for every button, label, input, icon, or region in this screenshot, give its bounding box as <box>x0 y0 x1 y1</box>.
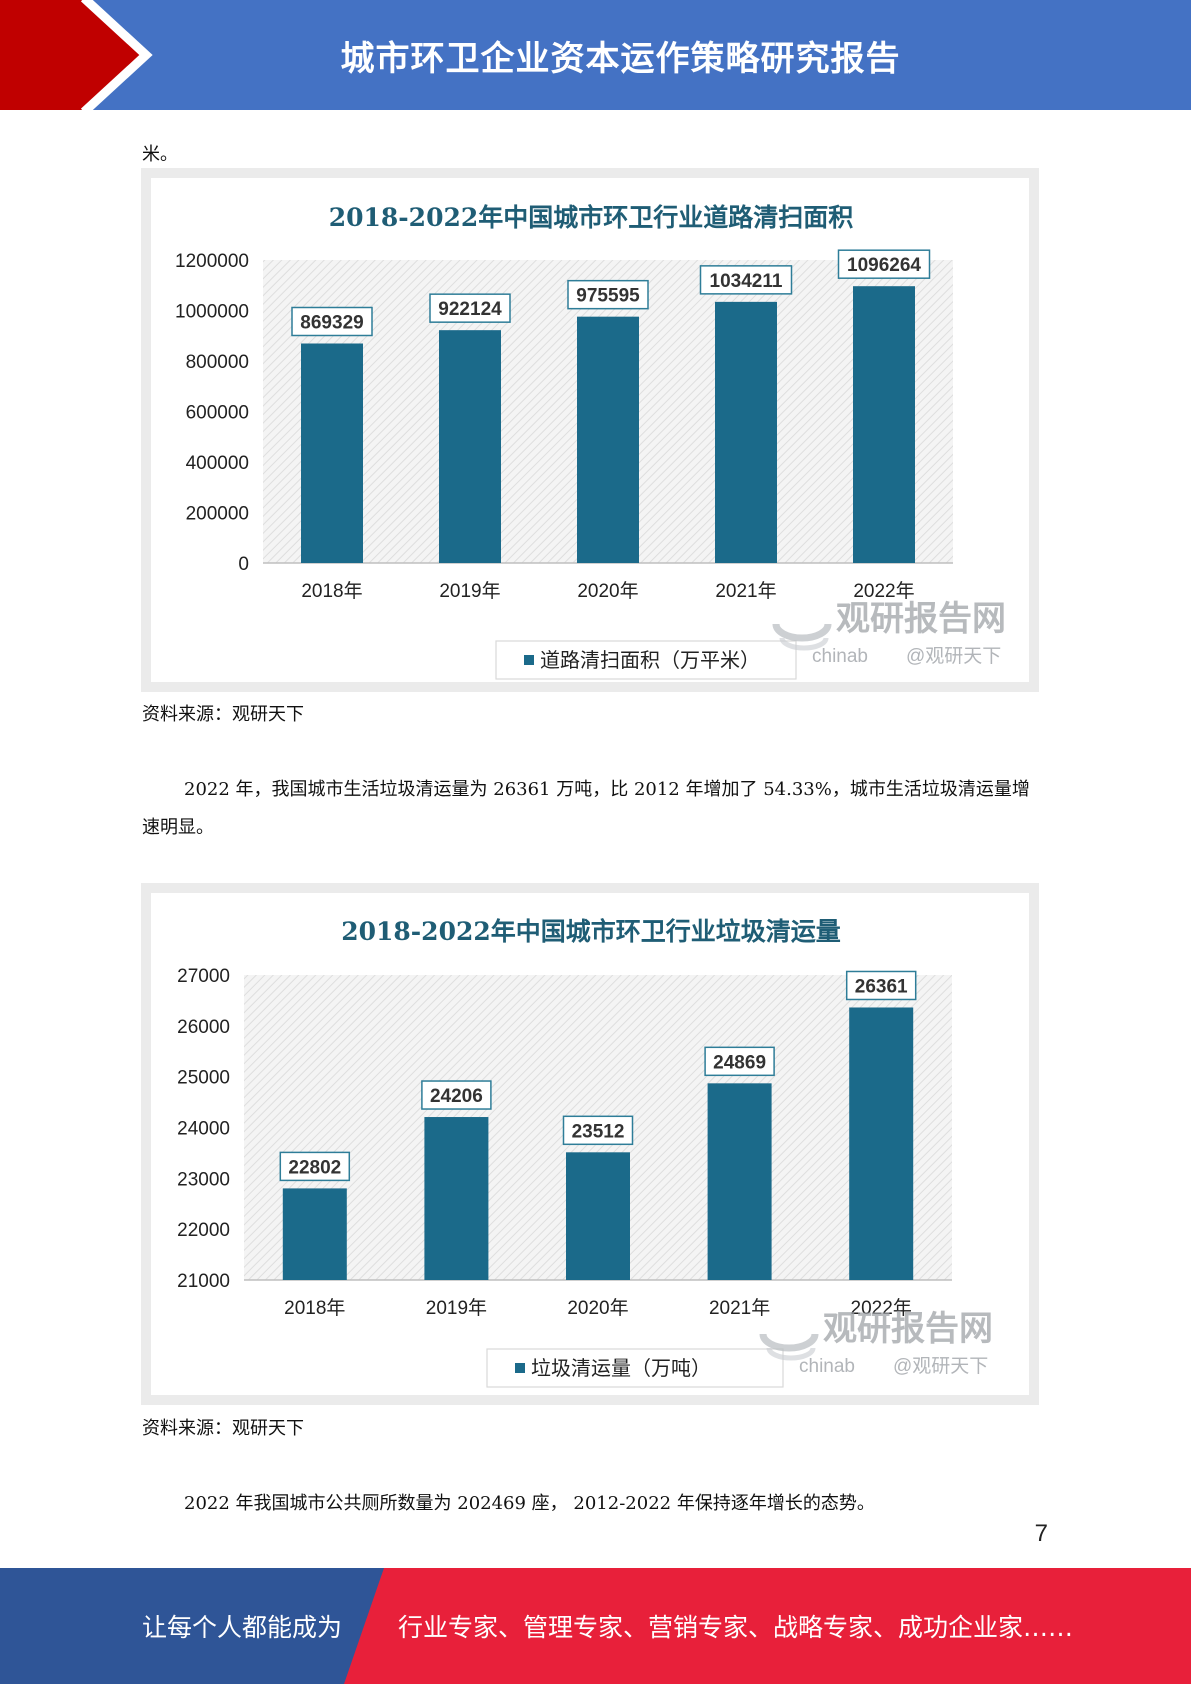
footer-background <box>0 1568 1191 1684</box>
bar <box>439 330 501 563</box>
bar <box>707 1083 772 1280</box>
watermark-brand: 观研报告网 <box>823 1309 993 1349</box>
x-tick-label: 2019年 <box>426 1297 487 1319</box>
watermark-swirl-icon <box>759 1333 819 1352</box>
y-tick-label: 21000 <box>177 1271 230 1292</box>
data-label-box <box>567 279 649 310</box>
y-tick-label: 800000 <box>186 352 249 373</box>
y-tick-label: 600000 <box>186 403 249 424</box>
data-label: 1096264 <box>847 255 921 276</box>
x-tick-label: 2021年 <box>709 1297 770 1319</box>
legend-label: 道路清扫面积（万平米） <box>540 649 760 672</box>
y-tick-label: 23000 <box>177 1169 230 1190</box>
y-tick-label: 22000 <box>177 1220 230 1241</box>
data-label-box <box>279 1151 351 1182</box>
y-tick-label: 1200000 <box>175 251 249 272</box>
watermark-site: chinab <box>812 646 868 667</box>
report-title: 城市环卫企业资本运作策略研究报告 <box>340 38 901 79</box>
paragraph-public-toilets: 2022 年我国城市公共厕所数量为 202469 座， 2012-2022 年保… <box>184 1493 875 1514</box>
y-tick-label: 1000000 <box>175 302 249 323</box>
y-tick-label: 27000 <box>177 966 230 987</box>
data-label: 22802 <box>288 1157 341 1178</box>
x-tick-label: 2022年 <box>851 1297 912 1319</box>
paragraph-garbage-volume: 2022 年，我国城市生活垃圾清运量为 26361 万吨，比 2012 年增加了… <box>142 779 1030 838</box>
data-label-box <box>429 293 511 323</box>
watermark-handle: @观研天下 <box>893 1356 988 1377</box>
chart-title: 2018-2022年中国城市环卫行业道路清扫面积 <box>329 203 854 232</box>
chart1-source: 资料来源：观研天下 <box>142 704 304 725</box>
chart2-source: 资料来源：观研天下 <box>142 1418 304 1439</box>
chart-garbage-volume: 2018-2022年中国城市环卫行业垃圾清运量 21000 22000 23000 24… <box>141 883 1039 1405</box>
data-label: 1034211 <box>710 271 783 292</box>
bar <box>282 1188 347 1280</box>
bar <box>853 286 915 563</box>
data-label-box <box>291 306 373 337</box>
data-label-box <box>704 1046 775 1077</box>
legend-swatch <box>515 1363 525 1373</box>
y-tick-label: 26000 <box>177 1017 230 1038</box>
watermark-brand: 观研报告网 <box>836 599 1006 639</box>
bar <box>849 1007 914 1280</box>
y-tick-label: 400000 <box>186 453 249 474</box>
data-label: 26361 <box>855 976 908 997</box>
x-tick-label: 2019年 <box>439 580 500 602</box>
bar <box>577 316 639 563</box>
y-tick-label: 200000 <box>186 504 249 525</box>
data-label-box <box>699 265 793 295</box>
data-label: 975595 <box>576 286 640 307</box>
x-tick-label: 2020年 <box>567 1297 628 1319</box>
data-label: 24869 <box>713 1052 766 1073</box>
bar <box>566 1152 630 1280</box>
watermark-swirl-icon <box>772 623 832 642</box>
legend-box <box>486 1348 784 1388</box>
legend-box <box>495 640 797 680</box>
x-tick-label: 2022年 <box>853 580 914 602</box>
text-fragment: 米。 <box>142 144 178 165</box>
watermark-site: chinab <box>799 1356 855 1377</box>
page-footer: 让每个人都能成为 行业专家、管理专家、营销专家、战略专家、成功企业家…… <box>0 1568 1191 1684</box>
bar <box>301 343 363 563</box>
x-tick-label: 2018年 <box>301 580 362 602</box>
y-tick-label: 25000 <box>177 1068 230 1089</box>
data-label-box <box>562 1115 634 1146</box>
data-label-box <box>837 249 931 279</box>
data-label-box <box>845 970 917 1001</box>
chart2-svg: 2018-2022年中国城市环卫行业垃圾清运量 21000 22000 23000 24… <box>177 917 993 1388</box>
bar <box>424 1117 489 1280</box>
x-tick-label: 2021年 <box>715 580 776 602</box>
chart1-svg: 2018-2022年中国城市环卫行业道路清扫面积 0 200000 400000 600… <box>175 203 1006 680</box>
watermark-logo <box>759 1333 819 1361</box>
legend-swatch <box>524 655 534 665</box>
data-label: 869329 <box>300 312 363 333</box>
y-tick-label: 24000 <box>177 1119 230 1140</box>
data-label: 24206 <box>430 1086 483 1107</box>
header-arrow-decoration <box>0 0 153 110</box>
data-label-box <box>421 1080 492 1110</box>
chart-title: 2018-2022年中国城市环卫行业垃圾清运量 <box>341 917 841 946</box>
data-label: 922124 <box>438 299 502 320</box>
y-tick-label: 0 <box>238 554 249 575</box>
page-number: 7 <box>1034 1520 1048 1547</box>
x-tick-label: 2018年 <box>284 1297 345 1319</box>
x-tick-label: 2020年 <box>577 580 638 602</box>
watermark-handle: @观研天下 <box>906 646 1001 667</box>
data-label: 23512 <box>572 1121 625 1142</box>
chart-road-cleaning-area: 2018-2022年中国城市环卫行业道路清扫面积 0 200000 400000 600… <box>141 168 1039 692</box>
footer-slogan-right: 行业专家、管理专家、营销专家、战略专家、成功企业家…… <box>398 1613 1074 1642</box>
page-header: 城市环卫企业资本运作策略研究报告 <box>0 0 1191 110</box>
bar <box>715 301 777 563</box>
footer-slogan-left: 让每个人都能成为 <box>142 1613 343 1642</box>
watermark-logo <box>772 623 832 651</box>
legend-label: 垃圾清运量（万吨） <box>531 1357 711 1380</box>
